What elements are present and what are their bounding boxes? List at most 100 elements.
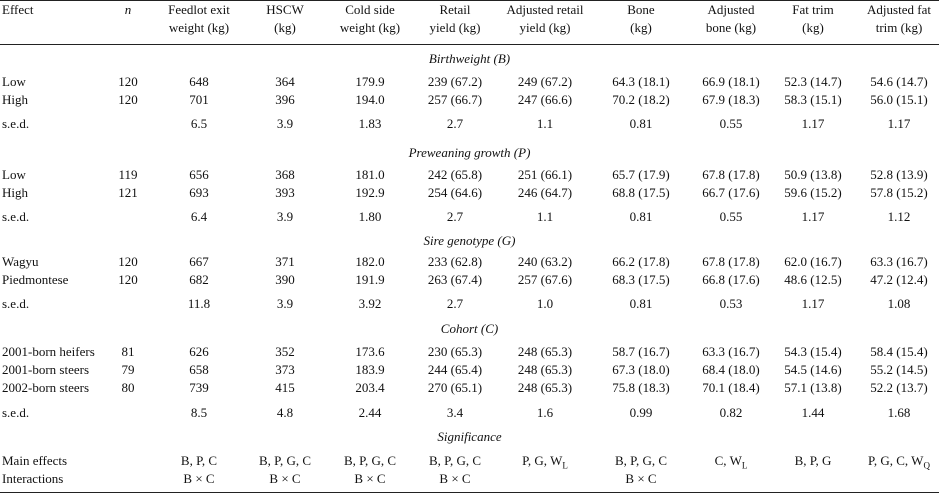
- table-row: High 121 693 393 192.9 254 (64.6) 246 (64.7) 68…: [0, 184, 939, 202]
- table-cell: 3.92: [358, 296, 382, 311]
- table-cell: 66.2 (17.8): [612, 254, 670, 269]
- table-cell: 0.81: [629, 209, 653, 224]
- table-cell: 3.9: [276, 296, 294, 311]
- table-cell: 3.9: [276, 116, 294, 131]
- table-cell: 2.7: [446, 116, 464, 131]
- table-cell: 371: [275, 254, 295, 269]
- table-cell: 1.0: [536, 296, 554, 311]
- table-cell: 263 (67.4): [427, 272, 483, 287]
- row-label: s.e.d.: [2, 405, 30, 420]
- row-label: Wagyu: [2, 254, 39, 269]
- table-cell: 1.17: [801, 296, 825, 311]
- table-cell: 656: [189, 167, 209, 182]
- column-header: Fat trim (kg): [792, 2, 834, 35]
- table-cell: B, P, G: [794, 453, 832, 468]
- table-cell: 48.6 (12.5): [784, 272, 842, 287]
- table-cell: 1.08: [887, 296, 911, 311]
- table-cell: 79: [121, 362, 135, 377]
- table-cell: 239 (67.2): [427, 74, 483, 89]
- row-label: Main effects: [2, 453, 68, 468]
- table-cell: B × C: [354, 471, 386, 486]
- table-cell: B, P, C: [180, 453, 218, 468]
- table-cell: 57.1 (13.8): [784, 380, 842, 395]
- table-cell: 68.8 (17.5): [612, 185, 670, 200]
- table-cell: 1.44: [801, 405, 825, 420]
- row-label: Piedmontese: [2, 272, 69, 287]
- table-cell: 0.99: [629, 405, 653, 420]
- table-cell: B × C: [439, 471, 471, 486]
- table-cell: 67.9 (18.3): [702, 92, 760, 107]
- table-cell: 368: [275, 167, 295, 182]
- section-title: Cohort (C): [440, 321, 499, 336]
- row-label: s.e.d.: [2, 116, 30, 131]
- table-row: High 120 701 396 194.0 257 (66.7) 247 (66.6) 70…: [0, 91, 939, 109]
- table-cell: 739: [189, 380, 209, 395]
- table-cell: 249 (67.2): [517, 74, 573, 89]
- row-label: Low: [2, 167, 26, 182]
- table-cell: 119: [118, 167, 138, 182]
- table-cell: 80: [121, 380, 135, 395]
- table-cell: 1.83: [358, 116, 382, 131]
- table-row: 2001-born steers 79 658 373 183.9 244 (65.4) 2…: [0, 361, 939, 379]
- table-cell: 120: [118, 254, 138, 269]
- table-cell: 11.8: [187, 296, 211, 311]
- table-cell: 1.1: [536, 209, 554, 224]
- row-label: 2001-born heifers: [2, 344, 95, 359]
- column-header: Adjusted fat trim (kg): [867, 2, 931, 35]
- table-cell: 0.53: [719, 296, 743, 311]
- table-cell: 120: [118, 272, 138, 287]
- table-cell: 0.81: [629, 296, 653, 311]
- table-cell: 2.7: [446, 209, 464, 224]
- table-cell: 75.8 (18.3): [612, 380, 670, 395]
- column-header: n: [124, 2, 132, 17]
- table-cell: 65.7 (17.9): [612, 167, 670, 182]
- table-cell: B × C: [269, 471, 301, 486]
- table-cell: 70.1 (18.4): [702, 380, 760, 395]
- section-title: Significance: [437, 429, 502, 444]
- table-cell: 0.55: [719, 116, 743, 131]
- table-cell: 257 (67.6): [517, 272, 573, 287]
- table-cell: B, P, G, C: [258, 453, 312, 468]
- table-cell: B, P, G, C: [428, 453, 482, 468]
- table-cell: 52.3 (14.7): [784, 74, 842, 89]
- table-cell: 352: [275, 344, 295, 359]
- table-cell: 658: [189, 362, 209, 377]
- table-cell: 66.9 (18.1): [702, 74, 760, 89]
- table-cell: 58.3 (15.1): [784, 92, 842, 107]
- table-row: s.e.d. 6.4 3.9 1.80 2.7 1.1 0.81 0.55 1.17 1.12: [0, 208, 939, 226]
- table-cell: 50.9 (13.8): [784, 167, 842, 182]
- table-row: Piedmontese 120 682 390 191.9 263 (67.4) 257 (…: [0, 271, 939, 289]
- section-title: Preweaning growth (P): [408, 145, 531, 160]
- table-row: Low 120 648 364 179.9 239 (67.2) 249 (67.2) 64.…: [0, 73, 939, 91]
- table-cell: 181.0: [355, 167, 385, 182]
- table-cell: 183.9: [355, 362, 385, 377]
- table-cell: 3.4: [446, 405, 464, 420]
- table-row: 2002-born steers 80 739 415 203.4 270 (65.1) 2…: [0, 379, 939, 397]
- section-title: Sire genotype (G): [423, 233, 516, 248]
- table-cell: 0.82: [719, 405, 743, 420]
- table-cell: 55.2 (14.5): [870, 362, 928, 377]
- table-cell: 67.3 (18.0): [612, 362, 670, 377]
- table-cell: 1.6: [536, 405, 554, 420]
- table-header: Effect n Feedlot exit weight (kg) HSCW (kg) Co…: [0, 1, 939, 41]
- table-cell: 373: [275, 362, 295, 377]
- table-cell: B, P, G, C: [614, 453, 668, 468]
- table-cell: 68.4 (18.0): [702, 362, 760, 377]
- table-cell: 63.3 (16.7): [702, 344, 760, 359]
- column-header: Adjusted retail yield (kg): [506, 2, 584, 35]
- table-cell: 1.17: [887, 116, 911, 131]
- table-cell: 648: [189, 74, 209, 89]
- table-cell: 396: [275, 92, 295, 107]
- table-cell: 1.17: [801, 116, 825, 131]
- table-cell: 56.0 (15.1): [870, 92, 928, 107]
- table-cell: 247 (66.6): [517, 92, 573, 107]
- table-cell: 54.6 (14.7): [870, 74, 928, 89]
- table-row: Low 119 656 368 181.0 242 (65.8) 251 (66.1) 65.…: [0, 166, 939, 184]
- table-cell: 1.68: [887, 405, 911, 420]
- table-cell: 254 (64.6): [427, 185, 483, 200]
- table-cell: 179.9: [355, 74, 385, 89]
- row-label: Interactions: [2, 471, 64, 486]
- table-cell: 6.5: [190, 116, 208, 131]
- table-cell: 2.44: [358, 405, 382, 420]
